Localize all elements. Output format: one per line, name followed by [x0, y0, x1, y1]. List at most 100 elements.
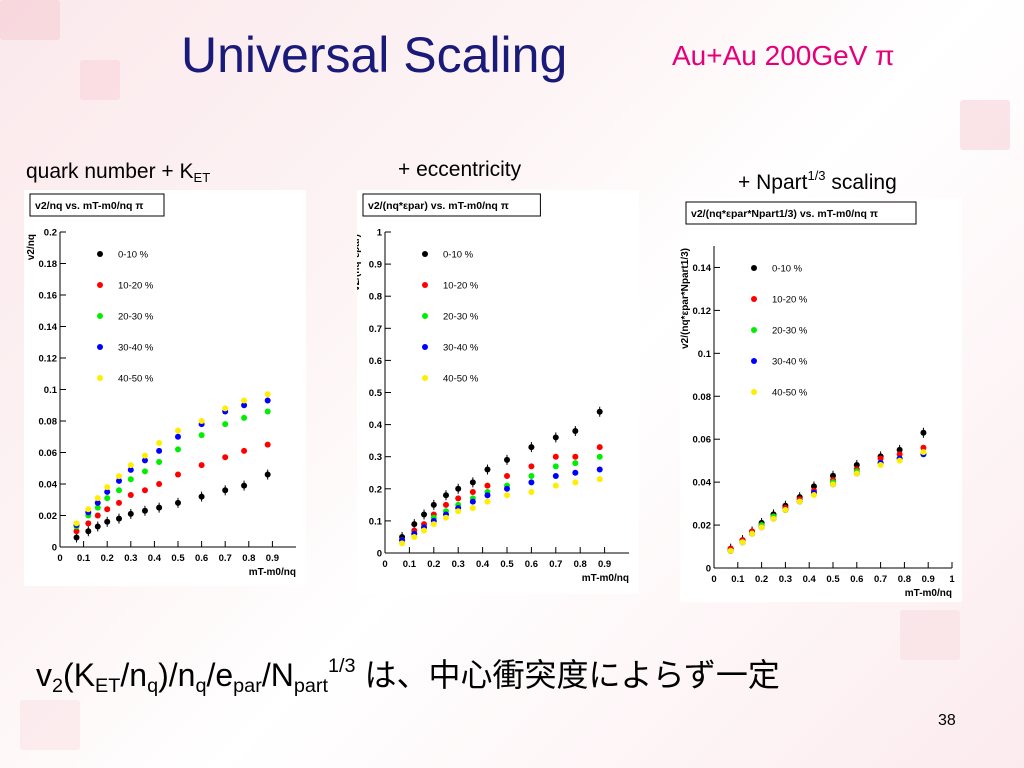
chart-right: v2/(nq*εpar*Npart1/3) vs. mT-m0/nq π 0 0.1… [680, 201, 955, 599]
x-tick-label: 0.7 [219, 553, 232, 564]
data-point [596, 408, 603, 415]
data-point [141, 452, 148, 459]
x-axis-label: mT-m0/nq [905, 588, 952, 599]
legend-label: 30-40 % [118, 343, 154, 354]
data-point [411, 521, 418, 528]
data-point [596, 453, 603, 460]
right-label-sup: 1/3 [807, 168, 826, 183]
y-tick-label: 0 [377, 549, 382, 560]
y-tick-label: 0.14 [693, 263, 712, 274]
data-point [484, 498, 491, 505]
data-point [896, 457, 903, 464]
data-point [141, 457, 148, 464]
data-point [782, 507, 789, 514]
x-tick-label: 0.4 [148, 553, 162, 564]
legend-label: 30-40 % [772, 357, 808, 368]
data-point [73, 528, 80, 535]
y-tick-label: 0.14 [39, 322, 58, 333]
y-tick-label: 0.9 [369, 260, 382, 271]
data-point [528, 472, 535, 479]
slide-subtitle: Au+Au 200GeV π [672, 40, 895, 71]
y-tick-label: 0.16 [39, 291, 58, 302]
data-point [241, 402, 248, 409]
chart-title: v2/nq vs. mT-m0/nq π [35, 200, 143, 212]
data-point [469, 489, 476, 496]
data-point [104, 518, 111, 525]
background-decoration [0, 0, 60, 40]
data-point [141, 507, 148, 514]
legend-marker [751, 327, 757, 333]
y-tick-label: 1 [377, 228, 383, 239]
slide-title: Universal Scaling [181, 27, 568, 83]
y-tick-label: 0.1 [44, 385, 58, 396]
cap-part: /n [120, 657, 148, 693]
chart-panel-left: v2/nq vs. mT-m0/nq π 0 0.1 0.2 0.3 0.4 0.5 0.6 0… [24, 190, 306, 586]
data-point [175, 471, 181, 478]
x-tick-label: 0.5 [171, 553, 185, 564]
page-number: 38 [938, 712, 956, 729]
data-point [572, 428, 579, 435]
data-point [94, 504, 101, 511]
x-tick-label: 0.8 [242, 553, 255, 564]
x-axis-label: mT-m0/nq [249, 567, 296, 578]
data-point [896, 451, 903, 458]
data-point [73, 520, 80, 527]
x-tick-label: 0 [57, 553, 62, 564]
data-point [749, 530, 756, 537]
data-point [104, 484, 111, 491]
data-point [264, 471, 271, 478]
y-tick-label: 0.12 [693, 306, 712, 317]
x-tick-label: 0.6 [195, 553, 208, 564]
x-tick-label: 0.5 [826, 574, 840, 585]
cap-part: (K [63, 657, 96, 693]
legend-label: 20-30 % [443, 312, 479, 323]
right-label-tail: scaling [825, 171, 897, 195]
data-point [596, 466, 603, 473]
data-point [484, 482, 491, 489]
x-tick-label: 0.6 [850, 574, 863, 585]
data-point [877, 461, 884, 468]
legend-marker [751, 296, 757, 302]
data-point [127, 476, 134, 483]
data-point [469, 479, 476, 486]
legend-label: 40-50 % [772, 388, 808, 399]
data-point [796, 498, 803, 505]
data-point [94, 499, 101, 506]
data-point [920, 444, 927, 451]
legend-marker [751, 265, 757, 271]
data-point [175, 433, 181, 440]
x-tick-label: 0.4 [803, 574, 817, 585]
data-point [198, 462, 205, 469]
cap-part: /e [206, 657, 234, 693]
data-point [877, 455, 884, 462]
legend-label: 20-30 % [772, 326, 808, 337]
cap-part: /N [261, 657, 294, 693]
legend-label: 20-30 % [118, 312, 154, 323]
data-point [241, 414, 248, 421]
data-point [116, 499, 122, 506]
data-point [443, 501, 449, 508]
data-point [127, 462, 134, 469]
legend-marker [97, 251, 103, 257]
data-point [156, 447, 163, 454]
data-point [127, 492, 134, 499]
data-point [85, 520, 92, 527]
conclusion-text: v2(KET/nq)/nq/epar/Npart1/3 は、中心衝突度によらず一… [36, 650, 780, 698]
x-tick-label: 0.4 [476, 559, 490, 570]
data-point [455, 508, 462, 515]
data-point [528, 489, 535, 496]
background-decoration [20, 700, 80, 750]
data-point [504, 492, 510, 499]
data-point [770, 515, 777, 522]
x-tick-label: 0.2 [755, 574, 768, 585]
y-tick-label: 0.06 [39, 448, 58, 459]
left-label-text: quark number + K [26, 160, 194, 183]
chart-left: v2/nq vs. mT-m0/nq π 0 0.1 0.2 0.3 0.4 0.5 0.6 0… [26, 193, 296, 578]
left-label-sub: ET [193, 169, 211, 185]
x-tick-label: 0.9 [922, 574, 935, 585]
data-point [116, 487, 122, 494]
data-point [127, 466, 134, 473]
cap-part: )/n [158, 657, 196, 693]
data-point [484, 466, 491, 473]
x-tick-label: 0.1 [731, 574, 745, 585]
